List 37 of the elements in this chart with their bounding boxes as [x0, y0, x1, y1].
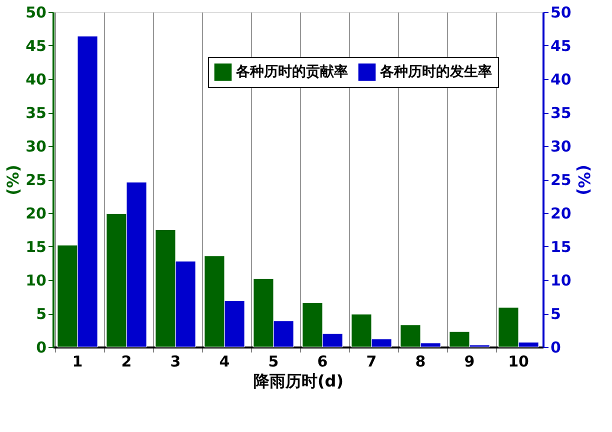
- y-tick-label: 5: [36, 305, 46, 323]
- y2-tick-label: 10: [550, 272, 572, 290]
- y-tick-label: 25: [26, 171, 46, 189]
- y-axis-title: (%): [4, 164, 23, 196]
- y-tick-label: 20: [26, 204, 46, 222]
- x-tick-label: 4: [219, 352, 230, 370]
- y2-tick-label: 20: [550, 204, 572, 222]
- x-tick-label: 3: [170, 352, 181, 370]
- x-tick-label: 9: [464, 352, 475, 370]
- x-tick-label: 10: [508, 352, 529, 370]
- x-tick-label: 7: [366, 352, 377, 370]
- y-tick-label: 0: [36, 338, 46, 356]
- y2-tick-label: 15: [550, 238, 572, 256]
- x-tick-label: 6: [317, 352, 328, 370]
- y2-tick-label: 40: [550, 70, 572, 88]
- x-tick-label: 8: [415, 352, 426, 370]
- y2-tick-label: 35: [550, 104, 572, 122]
- legend-label: 各种历时的发生率: [379, 63, 492, 80]
- y-tick-label: 35: [26, 104, 46, 122]
- x-tick-label: 1: [72, 352, 83, 370]
- x-tick-label: 2: [121, 352, 132, 370]
- y-tick-label: 30: [26, 138, 46, 156]
- y-tick-label: 40: [26, 70, 46, 88]
- y-tick-label: 15: [26, 238, 46, 256]
- y2-tick-label: 30: [550, 138, 572, 156]
- y2-tick-label: 0: [550, 338, 561, 356]
- x-tick-label: 5: [268, 352, 279, 370]
- y2-tick-label: 5: [550, 305, 561, 323]
- legend-label: 各种历时的贡献率: [235, 63, 348, 80]
- x-axis-title: 降雨历时(d): [253, 372, 344, 390]
- y-tick-label: 50: [26, 4, 46, 22]
- y2-tick-label: 50: [550, 4, 572, 22]
- y2-tick-label: 25: [550, 171, 572, 189]
- y-tick-label: 10: [26, 272, 46, 290]
- y2-axis-title: (%): [574, 164, 594, 196]
- y2-tick-label: 45: [550, 37, 572, 55]
- y-tick-label: 45: [26, 37, 46, 55]
